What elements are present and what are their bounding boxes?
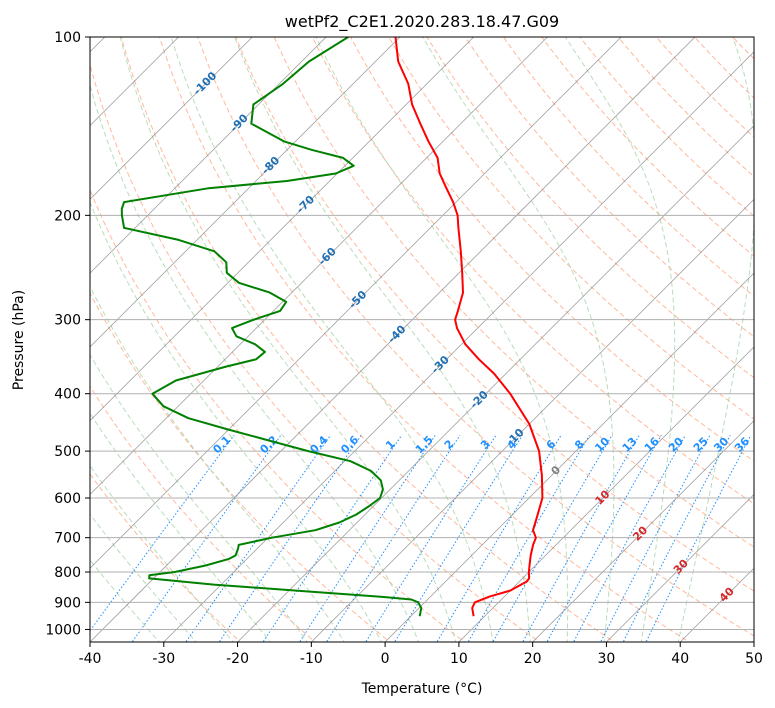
mixing-ratio-lines bbox=[90, 434, 752, 642]
moist-adiabat-line bbox=[90, 464, 234, 642]
y-tick-label: 200 bbox=[54, 208, 81, 224]
mixing-ratio-line bbox=[90, 434, 235, 632]
dry-adiabat-line bbox=[388, 37, 754, 420]
y-tick-label: 400 bbox=[54, 387, 81, 403]
y-tick-label: 700 bbox=[54, 531, 81, 547]
skewed-isotherms bbox=[90, 37, 754, 642]
dry-adiabat-line bbox=[655, 37, 754, 138]
mixing-ratio-line bbox=[546, 434, 662, 642]
dry-adiabat-line bbox=[90, 62, 541, 642]
dry-adiabat-line bbox=[90, 292, 391, 642]
mixing-ratio-line bbox=[522, 434, 640, 642]
mixing-ratio-line bbox=[185, 434, 332, 642]
y-tick-label: 500 bbox=[54, 444, 81, 460]
y-tick-label: 800 bbox=[54, 565, 81, 581]
dry-adiabats bbox=[90, 37, 754, 642]
x-axis-ticks: -40 -30 -20 -10 0 10 20 30 40 50 bbox=[79, 642, 763, 667]
dry-adiabat-line bbox=[464, 37, 754, 338]
moist-adiabat-line bbox=[90, 412, 271, 642]
x-tick-label: 30 bbox=[598, 651, 616, 667]
isotherm-line bbox=[90, 37, 549, 496]
y-tick-label: 600 bbox=[54, 491, 81, 507]
isobars bbox=[90, 37, 754, 630]
dewpoint-profile-line bbox=[120, 37, 423, 617]
y-axis-ticks: 100 200 300 400 500 600 700 800 900 1000 bbox=[45, 30, 90, 638]
isotherm-line bbox=[90, 37, 475, 422]
mixing-ratio-line bbox=[325, 434, 461, 642]
dry-adiabat-line bbox=[311, 37, 754, 505]
y-tick-label: 100 bbox=[54, 30, 81, 46]
isotherm-line bbox=[605, 493, 754, 642]
mixing-ratio-line bbox=[645, 434, 752, 642]
dry-adiabat-line bbox=[235, 37, 754, 592]
y-tick-label: 1000 bbox=[45, 622, 81, 638]
x-tick-label: 50 bbox=[745, 651, 763, 667]
mixing-ratio-line bbox=[131, 434, 282, 642]
x-tick-label: 40 bbox=[671, 651, 689, 667]
y-axis-label: Pressure (hPa) bbox=[11, 290, 27, 390]
mixing-ratio-line bbox=[218, 434, 362, 642]
mixing-ratio-line bbox=[492, 434, 613, 642]
isotherm-line bbox=[163, 51, 754, 642]
mixing-ratio-line bbox=[436, 434, 562, 642]
isotherm-line bbox=[90, 37, 253, 200]
isotherm-line bbox=[90, 37, 622, 569]
mixing-ratio-line bbox=[572, 434, 686, 642]
x-tick-label: -20 bbox=[226, 651, 249, 667]
dry-adiabat-line bbox=[273, 37, 754, 548]
temperature-profile-line bbox=[394, 37, 544, 617]
dry-adiabat-line bbox=[197, 37, 754, 637]
x-tick-label: 20 bbox=[524, 651, 542, 667]
dry-adiabat-line bbox=[350, 37, 754, 462]
x-tick-label: 0 bbox=[381, 651, 390, 667]
mixing-ratio-line bbox=[600, 434, 711, 642]
dry-adiabat-line bbox=[502, 37, 754, 297]
isotherm-line bbox=[236, 124, 754, 642]
x-tick-label: 10 bbox=[450, 651, 468, 667]
profile-series bbox=[120, 37, 544, 617]
plot-frame bbox=[89, 36, 755, 643]
isotherm-line bbox=[458, 346, 754, 642]
y-tick-label: 900 bbox=[54, 595, 81, 611]
x-tick-label: -30 bbox=[152, 651, 175, 667]
isotherm-line bbox=[90, 37, 327, 274]
chart-title: wetPf2_C2E1.2020.283.18.47.G09 bbox=[285, 12, 559, 32]
x-tick-label: -10 bbox=[300, 651, 323, 667]
isotherm-line bbox=[90, 37, 401, 348]
mixing-ratio-line bbox=[365, 434, 497, 642]
dry-adiabat-line bbox=[158, 37, 691, 642]
isotherm-line bbox=[90, 37, 696, 642]
y-tick-label: 300 bbox=[54, 313, 81, 329]
x-tick-label: -40 bbox=[79, 651, 102, 667]
plot-area bbox=[90, 37, 754, 642]
dry-adiabat-line bbox=[579, 37, 754, 217]
isotherm-line bbox=[310, 198, 754, 642]
dry-adiabat-line bbox=[90, 188, 466, 642]
dry-adiabat-line bbox=[120, 37, 616, 642]
isotherm-line bbox=[384, 272, 754, 642]
x-axis-label: Temperature (°C) bbox=[361, 681, 483, 697]
isotherm-line bbox=[532, 420, 754, 642]
